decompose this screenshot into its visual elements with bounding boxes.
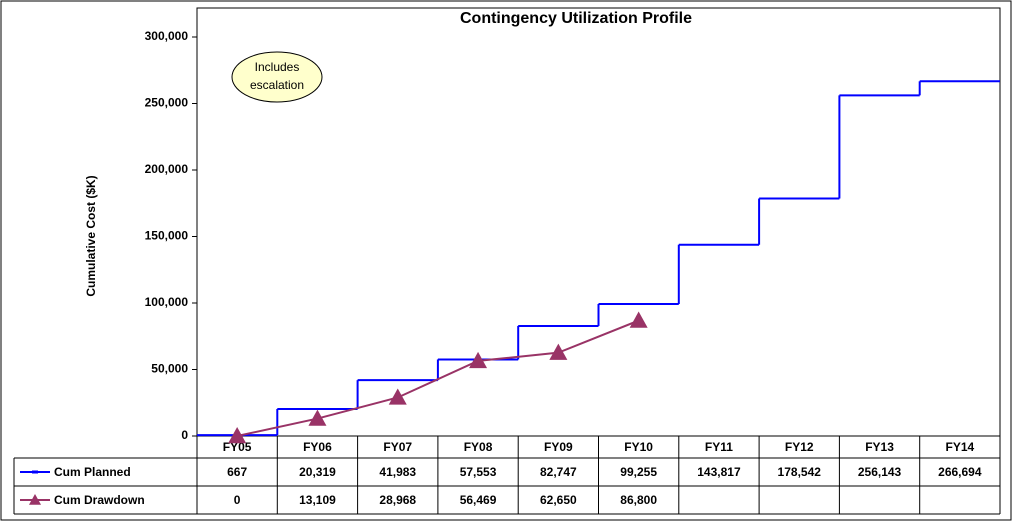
table-value: 28,968 — [379, 493, 416, 507]
table-value: 0 — [234, 493, 241, 507]
table-value: 667 — [227, 465, 247, 479]
table-value: 41,983 — [379, 465, 416, 479]
y-tick-label: 150,000 — [145, 229, 189, 243]
table-value: 13,109 — [299, 493, 336, 507]
marker — [549, 343, 568, 360]
chart-title: Contingency Utilization Profile — [460, 10, 692, 27]
annotation: Includes — [255, 60, 300, 74]
y-tick-label: 200,000 — [145, 162, 189, 176]
legend-marker — [29, 494, 41, 505]
table-value: 143,817 — [697, 465, 741, 479]
marker — [308, 409, 327, 426]
x-tick-label: FY11 — [705, 440, 733, 454]
annotation: escalation — [250, 78, 304, 92]
table-value: 178,542 — [778, 465, 822, 479]
legend-label: Cum Planned — [54, 465, 131, 479]
annotation-bubble — [231, 51, 323, 103]
table-value: 62,650 — [540, 493, 577, 507]
table-value: 266,694 — [938, 465, 982, 479]
table-value: 99,255 — [620, 465, 657, 479]
x-tick-label: FY05 — [223, 440, 252, 454]
y-axis-label: Cumulative Cost ($K) — [84, 175, 98, 296]
y-tick-label: 300,000 — [145, 29, 189, 43]
marker — [388, 388, 407, 405]
x-tick-label: FY09 — [544, 440, 573, 454]
table-value: 82,747 — [540, 465, 577, 479]
x-tick-label: FY07 — [383, 440, 412, 454]
x-tick-label: FY10 — [624, 440, 653, 454]
legend-marker — [32, 470, 38, 474]
x-tick-label: FY08 — [464, 440, 493, 454]
x-tick-label: FY14 — [946, 440, 975, 454]
table-value: 256,143 — [858, 465, 902, 479]
y-tick-label: 0 — [181, 428, 188, 442]
plot-area — [196, 7, 1001, 437]
table-value: 56,469 — [460, 493, 497, 507]
x-tick-label: FY12 — [785, 440, 814, 454]
marker — [469, 351, 488, 369]
x-tick-label: FY13 — [865, 440, 894, 454]
table-value: 86,800 — [620, 493, 657, 507]
y-tick-label: 50,000 — [151, 362, 188, 376]
marker — [629, 311, 648, 328]
series-line — [236, 319, 640, 437]
table-value: 57,553 — [460, 465, 497, 479]
marker — [228, 427, 247, 444]
y-tick-label: 100,000 — [145, 295, 189, 309]
legend-label: Cum Drawdown — [54, 493, 145, 507]
x-tick-label: FY06 — [303, 440, 332, 454]
y-tick-label: 250,000 — [145, 96, 189, 110]
table-value: 20,319 — [299, 465, 336, 479]
